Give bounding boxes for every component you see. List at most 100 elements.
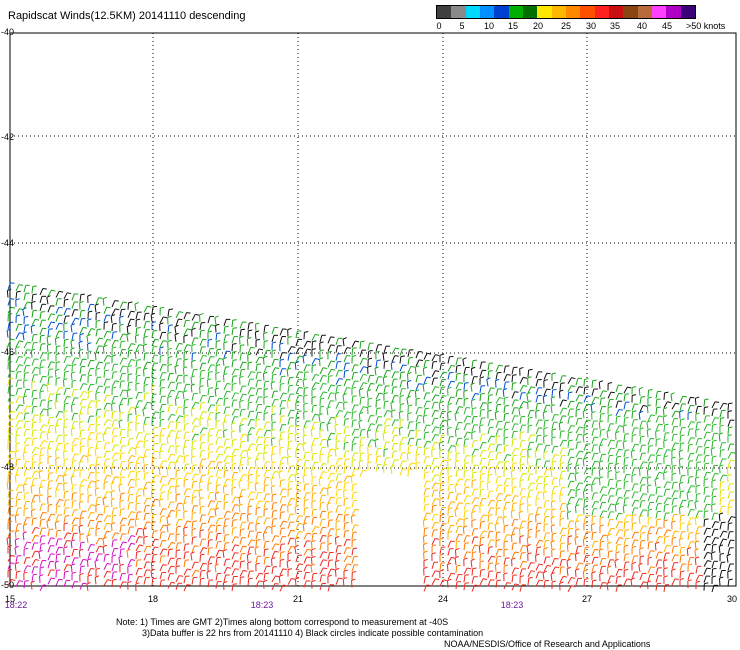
wind-barb [15, 404, 24, 412]
wind-barb [14, 449, 20, 459]
wind-barb [343, 418, 350, 427]
wind-barb [143, 505, 150, 513]
wind-barb [127, 526, 134, 534]
wind-barb [407, 389, 415, 397]
wind-barb [671, 554, 679, 562]
wind-barb [599, 486, 607, 494]
wind-barb [143, 553, 151, 561]
wind-barb [575, 482, 584, 490]
wind-barb [39, 543, 46, 551]
wind-barb [231, 399, 238, 408]
wind-barb [39, 390, 44, 399]
wind-barb [319, 367, 328, 375]
wind-barb [671, 562, 679, 570]
wind-barb [487, 499, 496, 507]
wind-barb [431, 489, 439, 497]
wind-barb [511, 502, 518, 511]
lon-label-30: 30 [726, 594, 738, 604]
wind-barb [487, 546, 493, 555]
wind-barb [638, 562, 643, 572]
wind-barb [47, 561, 54, 569]
wind-barb [447, 458, 452, 468]
wind-barb [214, 491, 220, 501]
wind-barb [199, 514, 206, 522]
wind-barb [439, 530, 445, 539]
wind-barb [287, 346, 296, 353]
wind-barb [103, 427, 112, 434]
wind-barb [95, 391, 100, 401]
wind-barb [279, 358, 285, 368]
wind-barb [318, 477, 324, 487]
wind-barb [239, 352, 246, 361]
wind-barb [47, 472, 53, 481]
wind-barb [198, 480, 204, 490]
wind-barb [511, 447, 520, 455]
wind-barb [286, 559, 291, 569]
wind-barb [47, 465, 54, 473]
wind-barb [471, 416, 478, 424]
wind-barb [471, 584, 479, 592]
wind-barb [63, 579, 71, 588]
wind-barb [559, 399, 567, 407]
wind-barb [447, 364, 456, 372]
wind-barb [47, 447, 52, 457]
wind-barb [231, 392, 239, 400]
wind-barb [495, 420, 503, 428]
wind-barb [511, 438, 517, 447]
wind-barb [135, 382, 140, 392]
wind-barb [711, 495, 717, 504]
wind-barb [639, 547, 644, 556]
wind-barb [71, 413, 78, 421]
wind-barb [79, 558, 88, 566]
wind-barb [455, 518, 464, 526]
wind-barb [143, 497, 152, 505]
wind-barb [159, 498, 164, 508]
wind-barb [143, 305, 152, 313]
wind-barb [279, 558, 285, 568]
wind-barb [263, 493, 271, 501]
wind-barb [87, 494, 93, 503]
wind-barb [583, 483, 591, 491]
wind-barb [327, 496, 336, 504]
wind-barb [39, 319, 46, 328]
wind-barb [591, 548, 599, 556]
wind-barb [543, 372, 551, 380]
wind-barb [287, 529, 295, 537]
wind-barb [687, 572, 695, 581]
wind-barb [335, 465, 342, 473]
wind-barb [71, 293, 79, 301]
wind-barb [327, 511, 333, 520]
wind-barb [127, 349, 133, 358]
wind-barb [527, 400, 532, 410]
wind-barb [143, 463, 149, 473]
wind-barb [279, 536, 287, 544]
wind-barb [303, 459, 310, 468]
wind-barb [207, 364, 215, 372]
wind-barb [255, 580, 263, 588]
wind-barb [159, 340, 167, 348]
wind-barb [119, 365, 127, 373]
wind-barb [14, 545, 19, 555]
wind-barb [351, 564, 359, 572]
wind-barb [143, 383, 149, 393]
wind-barb [439, 395, 447, 403]
wind-barb [183, 534, 188, 544]
wind-barb [215, 532, 222, 541]
wind-barb [175, 342, 183, 350]
wind-barb [39, 327, 47, 336]
wind-barb [214, 315, 219, 325]
wind-barb [63, 442, 69, 451]
wind-barb [711, 575, 717, 584]
wind-barb [102, 536, 107, 546]
wind-barb [263, 548, 269, 557]
wind-barb [255, 404, 263, 412]
wind-barb [510, 469, 516, 479]
wind-barb [159, 316, 168, 324]
wind-barb [630, 577, 635, 587]
wind-barb [135, 440, 144, 448]
wind-barb [711, 479, 716, 488]
wind-barb [286, 367, 292, 377]
wind-barb [319, 463, 327, 471]
wind-barb [87, 431, 95, 440]
wind-barb [183, 374, 188, 384]
